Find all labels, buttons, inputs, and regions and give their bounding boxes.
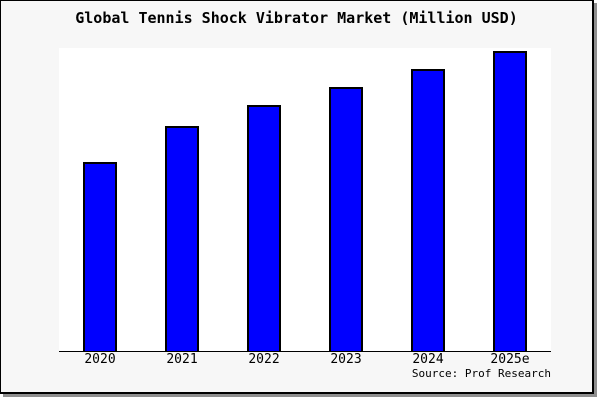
bar-slot-2025e <box>469 48 551 351</box>
source-credit: Source: Prof Research <box>411 367 551 380</box>
chart-title: Global Tennis Shock Vibrator Market (Mil… <box>75 9 518 27</box>
bar-2020 <box>83 162 117 351</box>
chart-frame: Global Tennis Shock Vibrator Market (Mil… <box>0 0 594 394</box>
x-axis-label-2020: 2020 <box>84 352 116 367</box>
bar-slot-2021 <box>141 48 223 351</box>
bar-slot-2024 <box>387 48 469 351</box>
x-axis-label-2024: 2024 <box>412 352 444 367</box>
x-axis-labels: 2020 2021 2022 2023 2024 2025e <box>59 353 551 367</box>
bar-slot-2023 <box>305 48 387 351</box>
bar-slot-2022 <box>223 48 305 351</box>
bar-2024 <box>411 69 445 351</box>
bar-slot-2020 <box>59 48 141 351</box>
bar-2025e <box>493 51 527 351</box>
plot-area <box>59 48 551 352</box>
x-axis-label-2022: 2022 <box>248 352 280 367</box>
bars-container <box>59 48 551 351</box>
bar-2023 <box>329 87 363 351</box>
x-axis-label-2023: 2023 <box>330 352 362 367</box>
bar-2022 <box>247 105 281 351</box>
bar-2021 <box>165 126 199 351</box>
x-axis-label-2021: 2021 <box>166 352 198 367</box>
x-axis-label-2025e: 2025e <box>490 352 530 367</box>
